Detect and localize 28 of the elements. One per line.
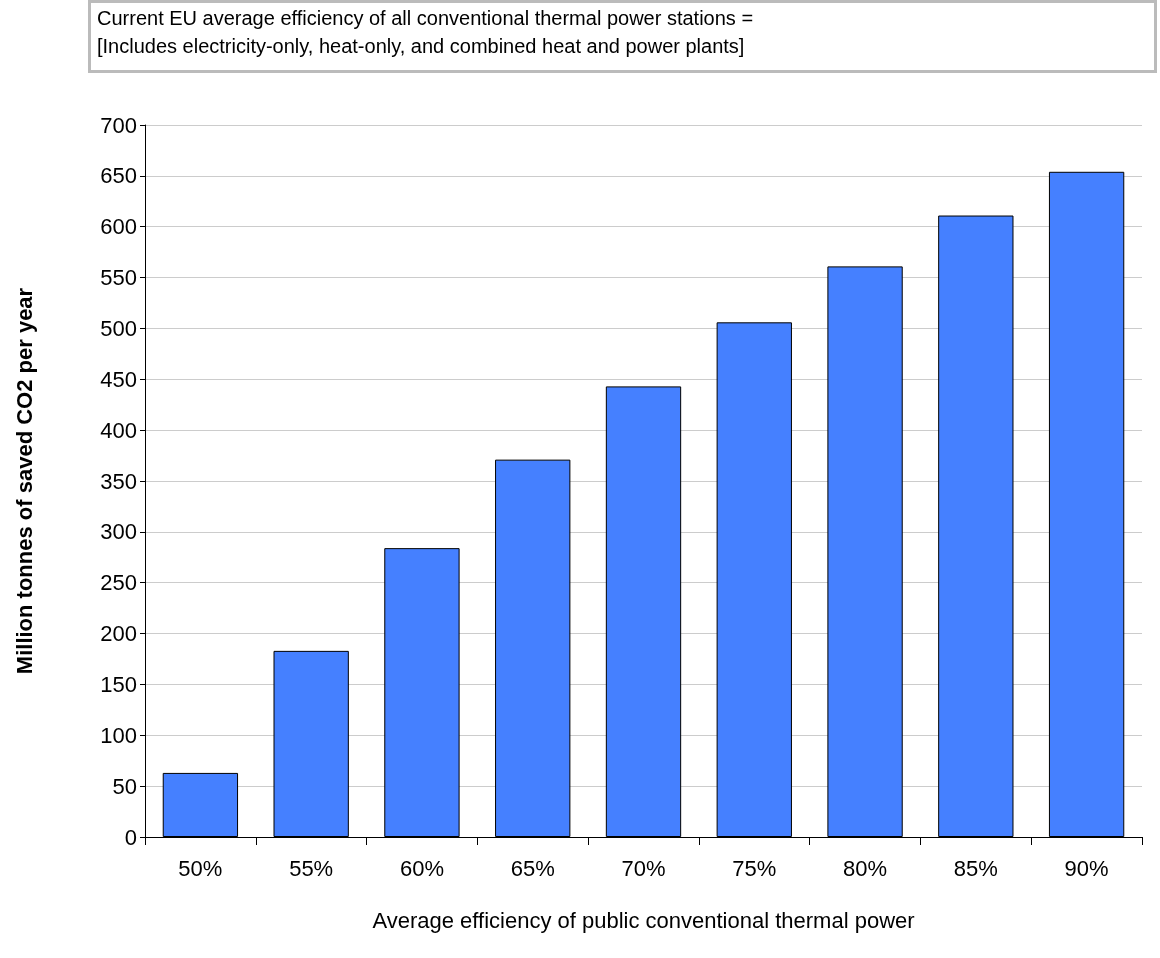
y-tick-label: 50 — [112, 773, 137, 799]
y-tick-label: 250 — [100, 570, 137, 596]
x-tick-label: 65% — [510, 855, 555, 881]
x-tick-label: 85% — [953, 855, 998, 881]
y-tick-label: 550 — [100, 265, 137, 291]
x-axis-title: Average efficiency of public conventional thermal power — [372, 907, 915, 933]
x-tick-label: 50% — [178, 855, 223, 881]
y-axis-title: Million tonnes of saved CO2 per year — [11, 287, 37, 675]
y-tick-label: 150 — [100, 671, 137, 697]
y-tick-label: 600 — [100, 214, 137, 240]
y-tick-label: 200 — [100, 621, 137, 647]
x-tick-label: 55% — [289, 855, 334, 881]
x-tick-label: 80% — [843, 855, 888, 881]
y-tick-label: 450 — [100, 366, 137, 392]
x-tick-label: 70% — [621, 855, 666, 881]
y-tick-label: 300 — [100, 519, 137, 545]
x-tick-label: 60% — [399, 855, 444, 881]
y-tick-label: 350 — [100, 468, 137, 494]
text: [Includes electricity-only, heat-only, and combined heat and power plants] — [97, 35, 745, 57]
text: Current EU average efficiency of all conventional thermal power stations = — [97, 7, 754, 29]
y-tick-label: 650 — [100, 163, 137, 189]
y-tick-label: 400 — [100, 417, 137, 443]
x-tick-label: 90% — [1064, 855, 1109, 881]
y-tick-label: 500 — [100, 315, 137, 341]
y-tick-label: 100 — [100, 722, 137, 748]
y-tick-label: 700 — [100, 112, 137, 138]
x-tick-label: 75% — [732, 855, 777, 881]
y-tick-label: 0 — [124, 824, 137, 850]
